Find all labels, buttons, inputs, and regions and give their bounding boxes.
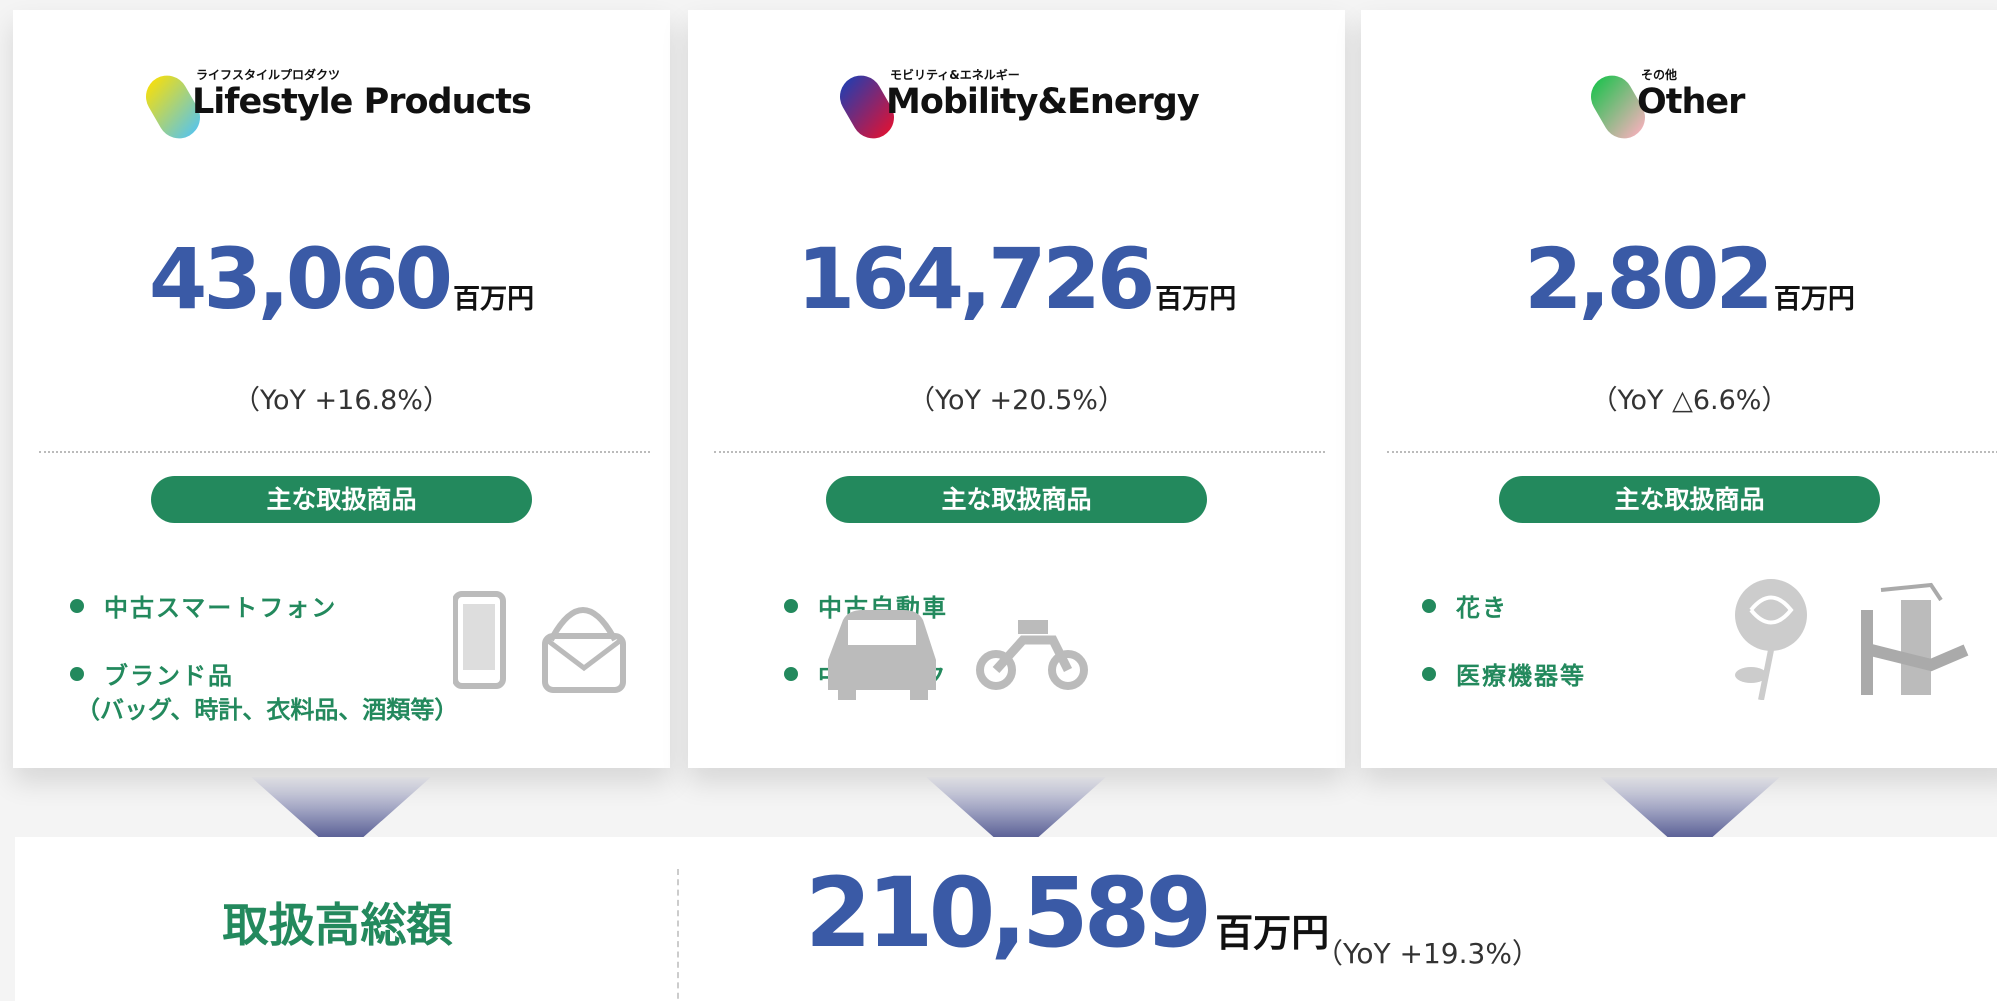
bullet <box>1422 667 1436 681</box>
icon-shape <box>1735 579 1807 651</box>
icon-shape <box>1901 600 1931 695</box>
amount: 2,802 <box>1524 230 1774 328</box>
total-amount: 210,589 <box>805 857 1212 969</box>
icon-shape <box>1735 667 1767 683</box>
icon-shape <box>992 635 1073 674</box>
amount-row: 2,802 百万円 <box>1361 230 1997 328</box>
icon-shape <box>828 610 1088 700</box>
product-icons <box>818 600 1098 704</box>
logo-label: Lifestyle Products <box>192 82 532 122</box>
segment-card: ライフスタイルプロダクツ Lifestyle Products 43,060 百万円 （… <box>13 10 670 768</box>
divider <box>677 869 679 1001</box>
unit: 百万円 <box>453 284 535 315</box>
bullet <box>784 599 798 613</box>
icon-shape <box>452 591 506 689</box>
icon-shape <box>910 688 928 700</box>
segment-card: モビリティ&エネルギー Mobility&Energy 164,726 百万円 （YoY… <box>688 10 1345 768</box>
amount-row: 164,726 百万円 <box>688 230 1345 328</box>
icon-shape <box>548 607 618 642</box>
logo-label: Other <box>1637 82 1745 122</box>
product-icons <box>452 590 653 704</box>
bullet <box>784 667 798 681</box>
total-panel: 取扱高総額 210,589 百万円 （YoY +19.3%） <box>15 837 1997 1001</box>
logo-label: Mobility&Energy <box>886 82 1200 122</box>
total-yoy: （YoY +19.3%） <box>1315 937 1540 970</box>
yoy: （YoY △6.6%） <box>1590 385 1789 416</box>
icon-shape <box>542 633 626 693</box>
icon-shape <box>545 638 623 672</box>
separator <box>714 451 1325 453</box>
icon-shape <box>1861 610 1873 695</box>
product-name: 医療機器等 <box>1456 662 1586 690</box>
logo-small-label: その他 <box>1641 68 1678 82</box>
product-name: 中古スマートフォン <box>104 594 338 622</box>
icon-shape <box>452 591 626 693</box>
total-label: 取扱高総額 <box>222 898 453 952</box>
icon-shape <box>1749 595 1794 625</box>
icon-shape <box>1735 579 1969 701</box>
products-heading: 主な取扱商品 <box>826 476 1207 523</box>
products-heading: 主な取扱商品 <box>1499 476 1880 523</box>
yoy: （YoY +16.8%） <box>233 385 450 416</box>
amount: 164,726 <box>796 230 1156 328</box>
product-name: ブランド品 <box>104 662 234 690</box>
product-icons <box>1731 570 1971 704</box>
amount-row: 43,060 百万円 <box>13 230 670 328</box>
icon-shape <box>463 604 495 670</box>
unit: 百万円 <box>1155 284 1237 315</box>
icon-shape <box>838 688 856 700</box>
icon-shape <box>1048 650 1088 690</box>
icon-shape <box>1869 644 1969 672</box>
unit: 百万円 <box>1773 284 1855 315</box>
total-amount-row: 210,589 百万円 <box>805 857 1329 969</box>
bullet <box>1422 599 1436 613</box>
icon-shape <box>1880 582 1943 602</box>
bullet <box>70 667 84 681</box>
segment-card: その他 Other 2,802 百万円 （YoY △6.6%） 主な取扱商品花き医療機器等 <box>1361 10 1997 768</box>
yoy: （YoY +20.5%） <box>908 385 1125 416</box>
icon-shape <box>1018 620 1048 634</box>
amount: 43,060 <box>148 230 453 328</box>
products-heading: 主な取扱商品 <box>151 476 532 523</box>
product-note: （バッグ、時計、衣料品、酒類等） <box>76 696 459 724</box>
separator <box>39 451 650 453</box>
separator <box>1387 451 1997 453</box>
product-name: 花き <box>1456 594 1508 622</box>
logo-small-label: モビリティ&エネルギー <box>890 68 1020 82</box>
icon-shape <box>976 650 1016 690</box>
icon-shape <box>848 620 916 645</box>
logo-small-label: ライフスタイルプロダクツ <box>196 68 341 82</box>
bullet <box>70 599 84 613</box>
total-unit: 百万円 <box>1215 911 1330 955</box>
